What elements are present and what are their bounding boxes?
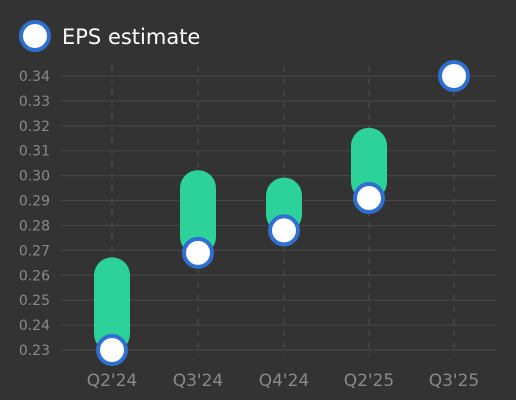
y-tick-label: 0.32 — [19, 119, 50, 135]
y-tick-label: 0.30 — [19, 169, 50, 185]
y-tick-label: 0.23 — [19, 343, 50, 359]
estimate-point — [182, 236, 214, 269]
estimate-point — [268, 214, 300, 247]
estimate-markers — [96, 60, 470, 366]
y-tick-label: 0.28 — [19, 218, 50, 234]
y-axis-ticks: 0.23 0.24 0.25 0.26 0.27 0.28 0.29 0.30 0.31 0.32… — [19, 69, 50, 359]
legend: EPS estimate — [19, 20, 200, 52]
y-tick-label: 0.25 — [19, 293, 50, 309]
x-axis-ticks: Q2'24 Q3'24 Q4'24 Q2'25 Q3'25 — [87, 371, 480, 391]
range-bar — [351, 127, 387, 201]
y-tick-label: 0.34 — [19, 69, 50, 85]
range-bars — [94, 127, 387, 352]
y-tick-label: 0.24 — [19, 318, 50, 334]
estimate-point — [353, 182, 385, 215]
x-tick-label: Q3'25 — [429, 371, 480, 391]
range-bar — [180, 170, 216, 255]
x-tick-label: Q2'24 — [87, 371, 138, 391]
y-tick-label: 0.26 — [19, 268, 50, 284]
x-tick-label: Q3'24 — [173, 371, 224, 391]
y-tick-label: 0.29 — [19, 194, 50, 210]
y-tick-label: 0.31 — [19, 144, 50, 160]
estimate-point — [96, 334, 128, 366]
x-tick-label: Q4'24 — [259, 371, 310, 391]
legend-label: EPS estimate — [62, 25, 200, 49]
y-tick-label: 0.33 — [19, 94, 50, 110]
estimate-point — [438, 60, 470, 92]
legend-marker — [19, 20, 51, 52]
range-bar — [94, 257, 130, 352]
x-tick-label: Q2'25 — [344, 371, 395, 391]
y-tick-label: 0.27 — [19, 243, 50, 259]
